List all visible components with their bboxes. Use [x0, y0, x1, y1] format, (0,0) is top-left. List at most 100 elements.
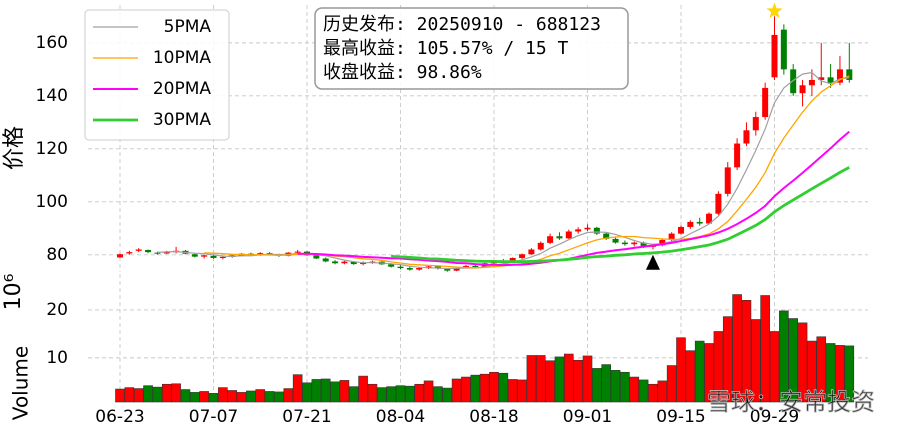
legend-label: 20PMA — [153, 79, 212, 99]
volume-bar — [433, 386, 443, 403]
volume-bar — [274, 391, 284, 403]
candle-body — [126, 252, 133, 254]
candle-body — [621, 242, 628, 245]
volume-bar — [610, 370, 621, 403]
y-tick-label: 20 — [46, 300, 68, 320]
volume-bar — [246, 390, 256, 403]
candle-body — [556, 236, 563, 239]
volume-bar — [507, 379, 518, 403]
volume-bar — [414, 383, 425, 403]
volume-bar — [807, 340, 817, 403]
volume-bar — [835, 345, 845, 403]
candle-body — [603, 233, 610, 239]
candle-body — [135, 249, 142, 251]
volume-bar — [535, 355, 546, 403]
volume-bar — [376, 387, 387, 403]
volume-bar — [395, 385, 406, 403]
candle-body — [715, 193, 722, 214]
candle-body — [313, 255, 320, 259]
volume-bar — [741, 300, 752, 403]
volume-bar — [797, 322, 808, 403]
candle-body — [575, 229, 582, 232]
ma-line — [297, 130, 850, 267]
candle-body — [678, 226, 684, 234]
volume-bar — [844, 345, 855, 403]
candle-body — [360, 262, 367, 265]
candle-body — [294, 251, 301, 253]
candle-body — [257, 253, 264, 255]
y-tick-label: 120 — [36, 139, 68, 159]
volume-bar — [498, 372, 509, 403]
volume-bar — [638, 379, 649, 403]
candle-body — [154, 252, 161, 254]
volume-bar — [358, 375, 368, 403]
candle-body — [509, 257, 516, 263]
volume-bar — [582, 355, 593, 403]
candle-body — [818, 77, 825, 80]
volume-bar — [339, 380, 350, 403]
volume-bar — [199, 391, 209, 403]
candle-body — [547, 236, 554, 243]
volume-bar — [685, 350, 696, 403]
volume-bar — [694, 340, 705, 403]
x-tick-label: 09-29 — [750, 407, 799, 427]
x-tick-label: 06-23 — [95, 407, 144, 427]
y-tick-label: 10 — [46, 348, 68, 368]
volume-bar — [311, 379, 322, 403]
volume-bar — [750, 319, 761, 403]
volume-bar — [479, 373, 490, 403]
candle-body — [537, 242, 544, 250]
publish-marker — [645, 254, 660, 270]
volume-bar — [405, 385, 415, 403]
candle-body — [743, 130, 750, 144]
candle-body — [762, 87, 769, 118]
y-axis-label: Volume — [9, 346, 33, 420]
volume-bar — [124, 387, 135, 403]
legend-label: 30PMA — [153, 110, 212, 130]
volume-bar — [133, 388, 144, 403]
candle-body — [341, 261, 348, 264]
volume-bar — [788, 318, 799, 403]
candle-body — [631, 242, 638, 245]
candle-body — [668, 233, 675, 240]
x-tick-label: 09-15 — [656, 407, 705, 427]
candle-body — [771, 34, 778, 78]
candle-body — [201, 255, 208, 257]
candle-body — [827, 77, 834, 83]
x-tick-label: 08-04 — [376, 407, 425, 427]
ma-line — [204, 75, 850, 269]
candle-body — [528, 249, 535, 255]
candle-body — [332, 261, 339, 264]
volume-bar — [227, 390, 237, 403]
volume-bar — [115, 388, 125, 403]
candle-body — [687, 221, 694, 227]
x-tick-label: 07-07 — [189, 407, 238, 427]
candle-body — [163, 251, 170, 254]
annotation-line: 最高收益: 105.57% / 15 T — [323, 38, 569, 59]
candle-body — [640, 242, 647, 247]
candle-body — [752, 117, 759, 131]
volume-bar — [442, 387, 453, 403]
candle-body — [397, 266, 404, 269]
candle-body — [790, 69, 797, 94]
volume-bar — [517, 379, 527, 403]
volume-bar — [545, 360, 555, 403]
volume-bar — [732, 294, 742, 403]
candle-body — [145, 250, 152, 253]
volume-bar — [704, 343, 714, 403]
candle-body — [780, 29, 787, 70]
volume-bar — [161, 383, 172, 403]
candle-body — [808, 79, 815, 86]
y-tick-label: 80 — [46, 245, 68, 265]
volume-bar — [760, 295, 770, 403]
peak-marker — [766, 2, 783, 18]
volume-bar — [554, 356, 565, 403]
candle-body — [706, 213, 713, 224]
volume-bar — [264, 391, 275, 403]
candle-body — [350, 261, 357, 265]
volume-bar — [283, 388, 294, 403]
volume-bar — [218, 387, 228, 403]
candle-body — [210, 255, 217, 258]
volume-bar — [302, 382, 312, 403]
